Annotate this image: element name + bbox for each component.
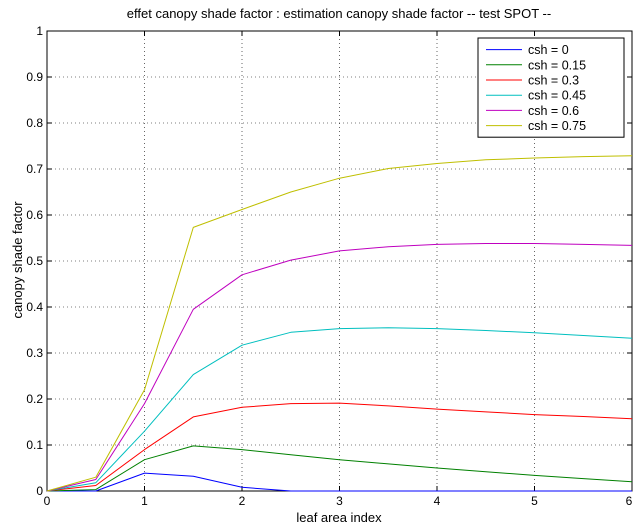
y-tick-label: 0 (36, 484, 43, 498)
legend-label-2: csh = 0.3 (528, 74, 579, 88)
x-tick-label: 5 (531, 494, 538, 508)
y-tick-label: 0.6 (26, 208, 43, 222)
x-tick-label: 6 (626, 494, 633, 508)
y-tick-label: 0.5 (26, 254, 43, 268)
y-tick-label: 1 (36, 24, 43, 38)
plot-area: 0 1 2 3 4 5 6 0 0.1 0.2 0.3 0.4 0.5 0.6 0.7 0.8 0.9 1 csh … (26, 24, 632, 508)
legend-label-5: csh = 0.75 (528, 119, 586, 133)
y-tick-label: 0.3 (26, 346, 43, 360)
y-tick-label: 0.2 (26, 392, 43, 406)
y-axis-label: canopy shade factor (10, 201, 25, 319)
x-tick-label: 2 (239, 494, 246, 508)
legend-label-1: csh = 0.15 (528, 58, 586, 72)
x-tick-label: 3 (336, 494, 343, 508)
y-tick-label: 0.1 (26, 438, 43, 452)
series-line-4 (46, 243, 633, 492)
x-tick-label: 1 (141, 494, 148, 508)
legend-box (477, 37, 625, 138)
y-tick-label: 0.4 (26, 300, 43, 314)
chart-title: effet canopy shade factor : estimation c… (127, 6, 551, 21)
series-line-5 (46, 155, 633, 492)
legend-label-3: csh = 0.45 (528, 89, 586, 103)
y-tick-label: 0.8 (26, 116, 43, 130)
x-tick-label: 0 (44, 494, 51, 508)
legend-label-0: csh = 0 (528, 43, 569, 57)
series-line-2 (46, 402, 633, 492)
x-tick-label: 4 (434, 494, 441, 508)
series-line-1 (46, 445, 633, 492)
y-tick-label: 0.7 (26, 162, 43, 176)
series-line-3 (46, 327, 633, 492)
y-tick-label: 0.9 (26, 70, 43, 84)
series-line-0 (47, 472, 632, 492)
x-axis-label: leaf area index (296, 510, 382, 525)
legend-label-4: csh = 0.6 (528, 104, 579, 118)
